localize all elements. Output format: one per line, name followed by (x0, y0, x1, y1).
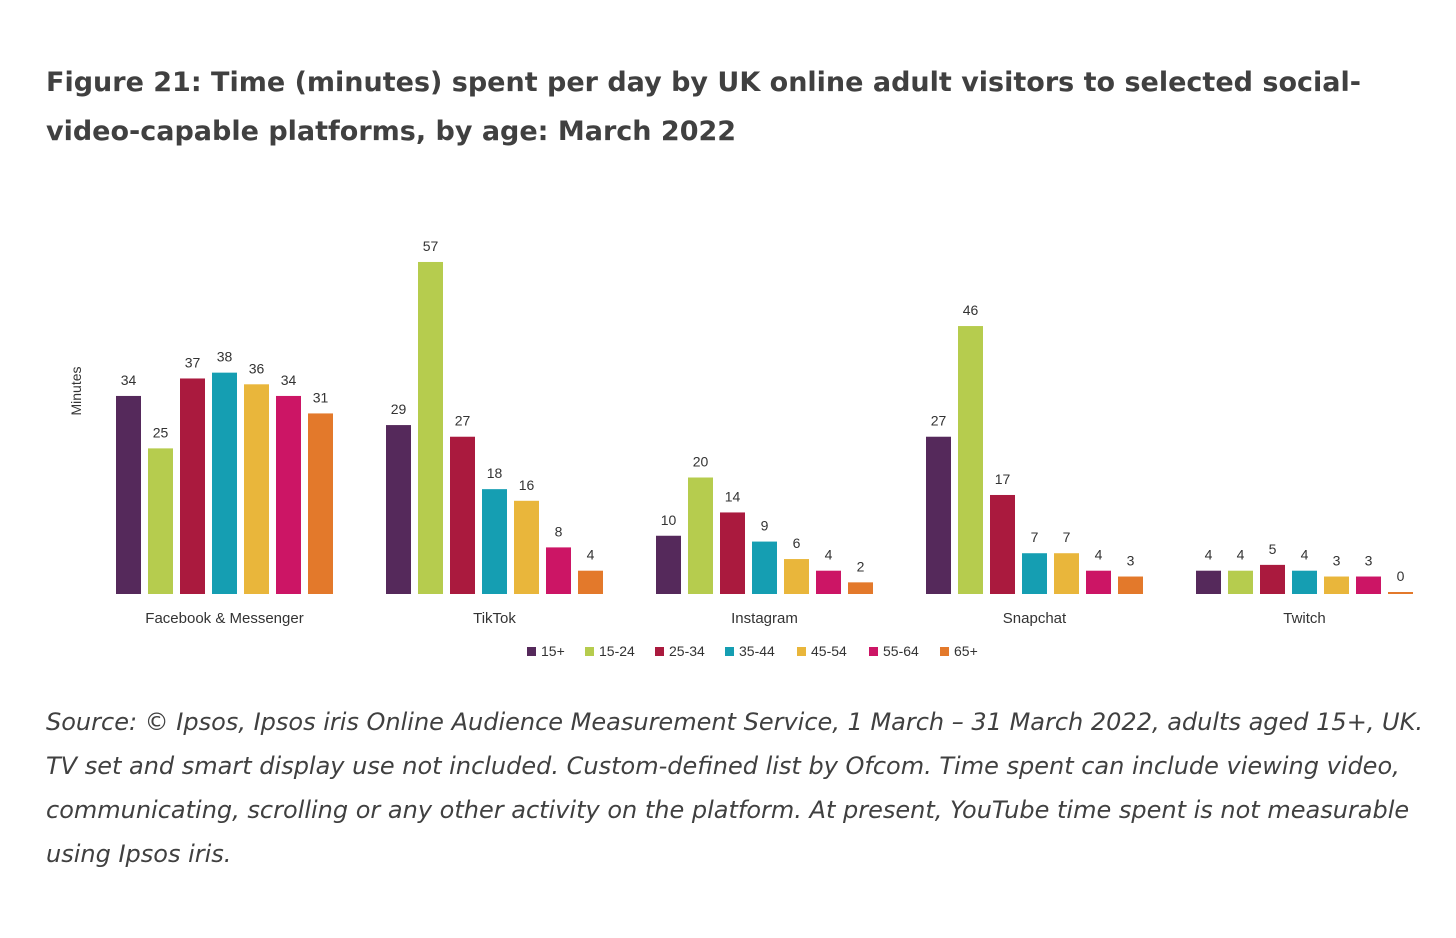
bar-2-2 (720, 512, 745, 594)
data-label: 27 (455, 413, 471, 429)
bar-3-6 (1118, 576, 1143, 594)
legend-label: 45-54 (811, 643, 847, 659)
data-label: 4 (1237, 547, 1245, 563)
category-label: Instagram (731, 610, 798, 627)
data-label: 3 (1365, 553, 1373, 569)
data-label: 7 (1063, 529, 1071, 545)
data-label: 0 (1397, 568, 1405, 584)
bar-1-0 (386, 425, 411, 594)
data-label: 4 (825, 547, 833, 563)
data-label: 8 (555, 523, 563, 539)
legend-swatch (527, 647, 536, 656)
legend-swatch (725, 647, 734, 656)
legend-swatch (585, 647, 594, 656)
category-label: Twitch (1283, 610, 1326, 627)
data-label: 2 (857, 558, 865, 574)
legend-swatch (869, 647, 878, 656)
bar-4-6 (1388, 592, 1413, 594)
bar-3-0 (926, 436, 951, 594)
bar-3-4 (1054, 553, 1079, 594)
data-label: 25 (153, 424, 169, 440)
data-label: 38 (217, 349, 233, 365)
bar-2-1 (688, 477, 713, 594)
bar-4-3 (1292, 570, 1317, 594)
legend-swatch (797, 647, 806, 656)
bar-1-5 (546, 547, 571, 594)
legend-swatch (655, 647, 664, 656)
y-axis-label: Minutes (68, 366, 84, 415)
data-label: 4 (1301, 547, 1309, 563)
bar-2-5 (816, 570, 841, 594)
category-label: Facebook & Messenger (145, 610, 303, 627)
data-label: 36 (249, 360, 265, 376)
bar-2-3 (752, 541, 777, 594)
bar-0-1 (148, 448, 173, 594)
bar-1-6 (578, 570, 603, 594)
bar-0-3 (212, 372, 237, 594)
bar-4-2 (1260, 564, 1285, 594)
legend: 15+ 15-24 25-34 35-44 45-54 55-64 65+ (527, 643, 978, 659)
bar-0-6 (308, 413, 333, 594)
legend-label: 15+ (541, 643, 565, 659)
data-label: 4 (587, 547, 595, 563)
data-label: 4 (1095, 547, 1103, 563)
bar-2-0 (656, 535, 681, 594)
bar-1-1 (418, 261, 443, 594)
data-label: 17 (995, 471, 1011, 487)
data-label: 16 (519, 477, 535, 493)
bar-0-2 (180, 378, 205, 594)
bar-0-5 (276, 395, 301, 594)
bar-1-4 (514, 500, 539, 594)
data-label: 6 (793, 535, 801, 551)
bar-2-6 (848, 582, 873, 594)
figure-title: Figure 21: Time (minutes) spent per day … (46, 67, 1361, 147)
data-label: 14 (725, 488, 741, 504)
data-label: 34 (281, 372, 297, 388)
source-note: Source: © Ipsos, Ipsos iris Online Audie… (46, 708, 1423, 868)
bar-2-4 (784, 559, 809, 594)
legend-label: 55-64 (883, 643, 919, 659)
category-labels: Facebook & Messenger TikTok Instagram Snapc… (145, 610, 1325, 627)
bar-3-2 (990, 494, 1015, 594)
data-label: 10 (661, 512, 677, 528)
legend-label: 25-34 (669, 643, 705, 659)
category-label: TikTok (473, 610, 516, 627)
data-label: 57 (423, 238, 439, 254)
data-label: 3 (1333, 553, 1341, 569)
data-label: 20 (693, 454, 709, 470)
data-label: 3 (1127, 553, 1135, 569)
data-label: 7 (1031, 529, 1039, 545)
data-label: 9 (761, 518, 769, 534)
data-label: 46 (963, 302, 979, 318)
bar-3-5 (1086, 570, 1111, 594)
bar-3-1 (958, 326, 983, 594)
bar-3-3 (1022, 553, 1047, 594)
bar-4-1 (1228, 570, 1253, 594)
data-label: 27 (931, 413, 947, 429)
bar-4-4 (1324, 576, 1349, 594)
data-label: 18 (487, 465, 503, 481)
data-label: 5 (1269, 541, 1277, 557)
bar-4-0 (1196, 570, 1221, 594)
legend-label: 15-24 (599, 643, 635, 659)
data-label: 34 (121, 372, 137, 388)
bar-4-5 (1356, 576, 1381, 594)
legend-label: 65+ (954, 643, 978, 659)
data-label: 4 (1205, 547, 1213, 563)
data-label: 29 (391, 401, 407, 417)
bar-1-2 (450, 436, 475, 594)
bar-0-0 (116, 395, 141, 594)
data-label: 37 (185, 354, 201, 370)
data-label: 31 (313, 389, 329, 405)
category-label: Snapchat (1003, 610, 1067, 627)
legend-swatch (940, 647, 949, 656)
bar-0-4 (244, 384, 269, 594)
bar-1-3 (482, 489, 507, 594)
legend-label: 35-44 (739, 643, 775, 659)
